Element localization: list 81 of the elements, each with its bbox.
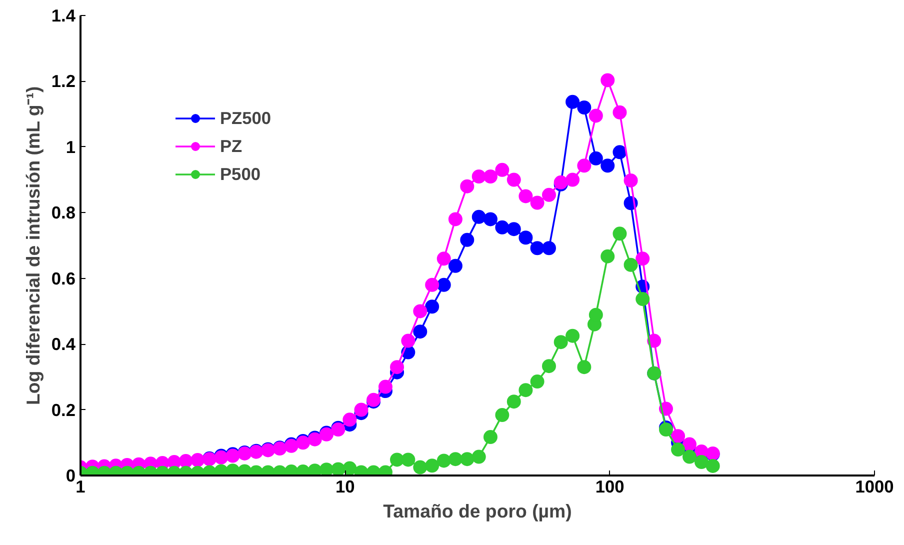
point [390, 452, 404, 467]
y-tick-label: 0.8 [51, 202, 76, 223]
point [436, 252, 451, 266]
point [190, 453, 205, 468]
point [472, 210, 486, 224]
y-tick-label: 0 [66, 466, 76, 486]
y-tick-label: 0.2 [51, 400, 76, 420]
y-axis-title: Log diferencial de intrusión (mL g⁻¹) [22, 86, 44, 406]
point [472, 450, 486, 464]
point [566, 172, 580, 187]
point [448, 452, 462, 466]
point [588, 108, 603, 123]
point [506, 172, 521, 187]
point [401, 334, 416, 348]
point [566, 94, 580, 109]
y-tick-label: 0.4 [51, 334, 76, 354]
point [530, 196, 544, 210]
point [495, 408, 510, 422]
y-tick-label: 0.6 [51, 268, 76, 288]
point [308, 464, 322, 476]
point [636, 252, 650, 266]
point [542, 241, 556, 256]
point [671, 429, 686, 444]
point [624, 173, 638, 188]
point [460, 179, 474, 194]
point [554, 335, 568, 350]
point [506, 394, 521, 409]
legend-label: PZ [220, 135, 244, 157]
point [483, 170, 498, 184]
x-tick-label: 10 [336, 476, 355, 496]
point [518, 230, 533, 245]
point [495, 162, 510, 177]
point [577, 100, 592, 114]
point [577, 360, 592, 374]
point [319, 462, 334, 476]
point [460, 452, 474, 466]
point [566, 328, 580, 343]
x-axis-title: Tamaño de poro (µm) [383, 500, 572, 522]
point [401, 452, 416, 467]
point [342, 461, 357, 476]
point [600, 73, 615, 88]
point [425, 458, 440, 473]
point [542, 359, 556, 374]
point [342, 412, 357, 427]
point [436, 278, 451, 292]
y-tick-label: 1.2 [51, 71, 76, 92]
point [518, 383, 533, 398]
point [530, 241, 544, 256]
point [354, 402, 368, 417]
x-tick-label: 1000 [855, 476, 894, 496]
point [436, 454, 451, 468]
point [600, 158, 615, 173]
x-tick-label: 100 [595, 476, 624, 496]
point [530, 374, 544, 389]
point [390, 360, 404, 374]
point [495, 220, 510, 234]
point [448, 258, 462, 273]
point [612, 145, 627, 160]
point [413, 460, 428, 474]
point [472, 170, 486, 184]
point [518, 189, 533, 204]
point [226, 464, 240, 476]
y-tick-label: 1.4 [51, 6, 76, 26]
point [413, 304, 428, 318]
y-tick-label: 1 [66, 136, 76, 157]
legend-label: PZ500 [220, 107, 272, 129]
legend-label: P500 [220, 163, 262, 185]
point [577, 158, 592, 173]
point [425, 278, 440, 292]
point [612, 105, 627, 120]
point [460, 232, 474, 247]
point [588, 151, 603, 166]
point [425, 300, 440, 314]
point [378, 380, 392, 394]
point [506, 222, 521, 236]
point [448, 212, 462, 226]
point [413, 324, 428, 339]
point [483, 212, 498, 226]
point [542, 188, 556, 202]
point [483, 430, 498, 444]
point [682, 437, 697, 452]
